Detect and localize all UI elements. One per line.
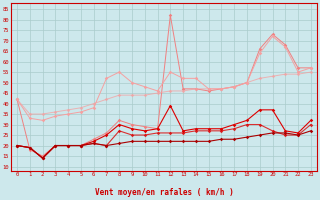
X-axis label: Vent moyen/en rafales ( km/h ): Vent moyen/en rafales ( km/h ) <box>95 188 233 197</box>
